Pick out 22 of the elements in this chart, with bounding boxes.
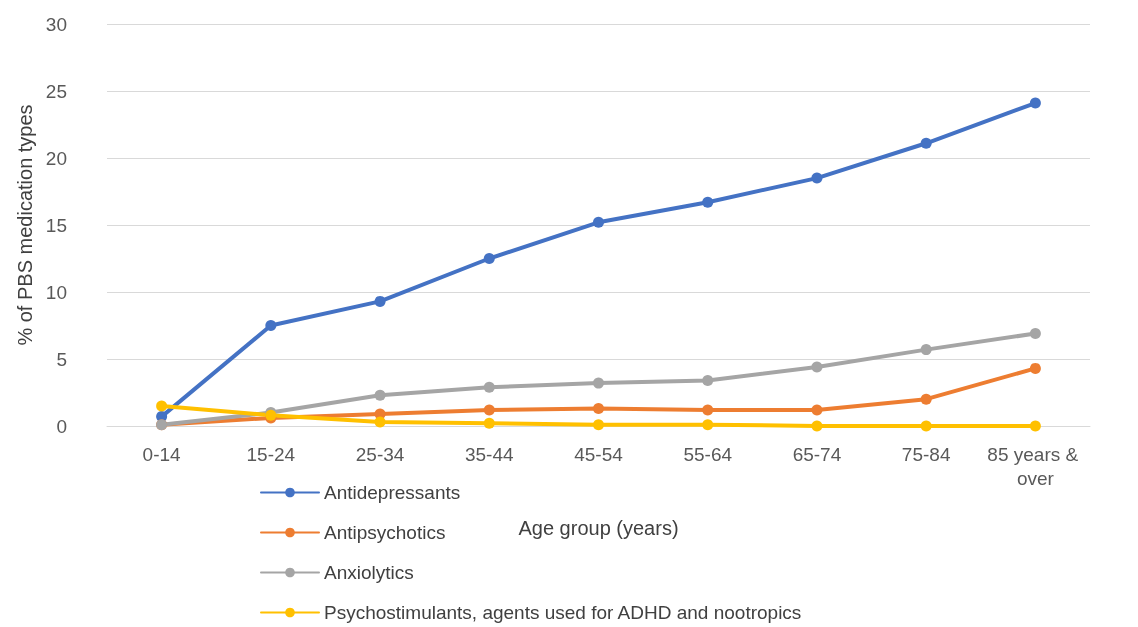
x-tick-label: 55-64: [683, 443, 733, 465]
legend-label: Antipsychotics: [324, 522, 446, 543]
y-tick-label: 25: [45, 80, 67, 102]
legend-label: Antidepressants: [324, 482, 461, 503]
x-tick-label: 35-44: [464, 443, 514, 465]
x-tick-label: 25-34: [355, 443, 405, 465]
x-tick-label: 85 years & over: [987, 443, 1084, 489]
legend-label: Anxiolytics: [324, 562, 414, 583]
x-tick-label: 0-14: [142, 443, 182, 465]
y-tick-label: 20: [45, 147, 67, 169]
y-tick-label: 30: [45, 13, 67, 35]
y-tick-label: 0: [56, 415, 67, 437]
legend-label: Psychostimulants, agents used for ADHD and nootropics: [324, 602, 802, 623]
x-tick-label: 45-54: [574, 443, 624, 465]
y-axis-title: % of PBS medication types: [13, 104, 36, 346]
x-tick-label: 65-74: [792, 443, 842, 465]
y-tick-label: 10: [45, 281, 67, 303]
x-tick-label: 75-84: [901, 443, 951, 465]
x-axis-title: Age group (years): [518, 517, 679, 539]
y-tick-label: 5: [56, 348, 67, 370]
x-tick-label: 15-24: [246, 443, 296, 465]
y-tick-label: 15: [45, 214, 67, 236]
